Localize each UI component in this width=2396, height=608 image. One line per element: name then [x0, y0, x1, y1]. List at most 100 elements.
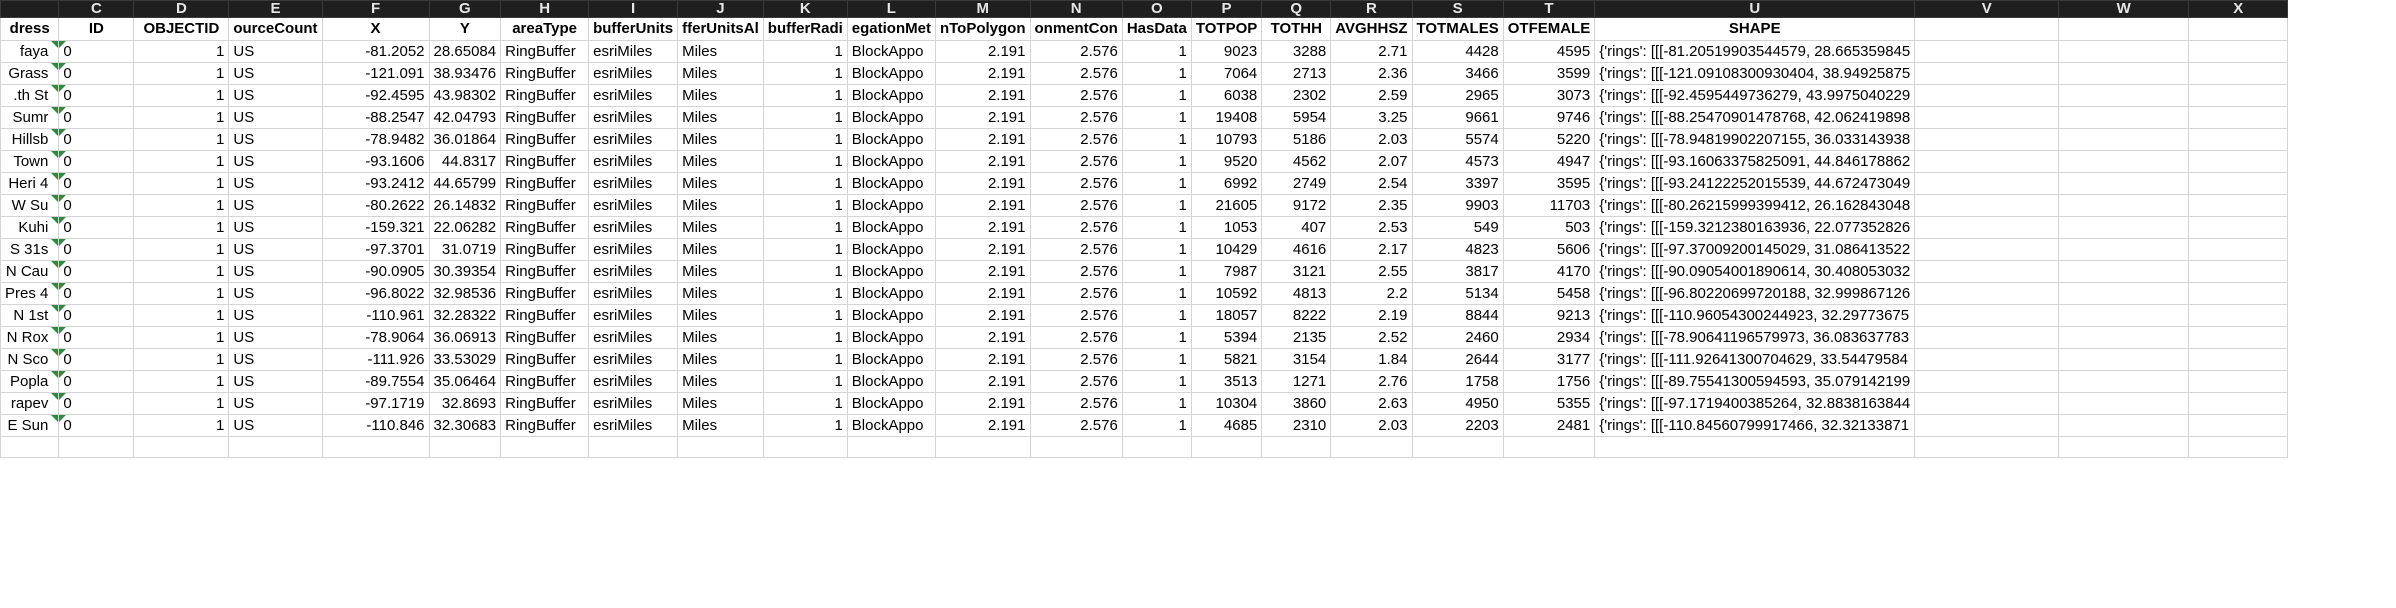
data-cell[interactable]: RingBuffer: [500, 238, 590, 261]
column-letter[interactable]: G: [428, 0, 502, 18]
data-cell[interactable]: 4 Pres: [0, 282, 60, 305]
data-cell[interactable]: 1: [762, 172, 848, 195]
data-cell[interactable]: 2.576: [1029, 282, 1123, 305]
data-cell[interactable]: 3177: [1502, 348, 1596, 371]
data-cell[interactable]: {'rings': [[[-89.75541300594593, 35.0791…: [1594, 370, 1916, 393]
data-cell[interactable]: esriMiles: [588, 326, 679, 349]
empty-cell[interactable]: [1190, 436, 1263, 458]
data-cell[interactable]: S 31s: [0, 238, 60, 261]
data-cell[interactable]: 1: [762, 216, 848, 239]
data-cell[interactable]: -121.091: [321, 62, 430, 85]
data-cell[interactable]: 1: [762, 106, 848, 129]
data-cell[interactable]: esriMiles: [588, 348, 679, 371]
header-cell[interactable]: nToPolygon: [934, 17, 1031, 41]
data-cell[interactable]: 5606: [1502, 238, 1596, 261]
empty-cell[interactable]: [677, 436, 764, 458]
data-cell[interactable]: 0: [58, 84, 135, 107]
data-cell[interactable]: 3860: [1261, 392, 1332, 415]
data-cell[interactable]: 2.576: [1029, 172, 1123, 195]
empty-cell[interactable]: [846, 436, 936, 458]
data-cell[interactable]: 0: [58, 128, 135, 151]
data-cell[interactable]: 1: [1121, 260, 1192, 283]
data-cell[interactable]: 19408: [1190, 106, 1263, 129]
data-cell[interactable]: 8222: [1261, 304, 1332, 327]
empty-cell[interactable]: [588, 436, 679, 458]
data-cell[interactable]: Miles: [677, 172, 764, 195]
column-letter[interactable]: T: [1502, 0, 1596, 18]
data-cell[interactable]: [2188, 84, 2289, 107]
data-cell[interactable]: 2.191: [934, 370, 1031, 393]
data-cell[interactable]: 2.191: [934, 106, 1031, 129]
header-cell[interactable]: bufferUnits: [588, 17, 679, 41]
column-letter[interactable]: Q: [1261, 0, 1332, 18]
data-cell[interactable]: 1: [133, 348, 230, 371]
data-cell[interactable]: BlockAppo: [846, 238, 936, 261]
data-cell[interactable]: US: [228, 128, 323, 151]
data-cell[interactable]: Hillsb: [0, 128, 60, 151]
data-cell[interactable]: 32.30683: [428, 414, 502, 437]
data-cell[interactable]: [1914, 128, 2060, 151]
data-cell[interactable]: 9746: [1502, 106, 1596, 129]
data-cell[interactable]: 2.07: [1330, 150, 1413, 173]
data-cell[interactable]: [2188, 392, 2289, 415]
data-cell[interactable]: US: [228, 150, 323, 173]
column-letter[interactable]: O: [1121, 0, 1192, 18]
data-cell[interactable]: -80.2622: [321, 194, 430, 217]
data-cell[interactable]: 2713: [1261, 62, 1332, 85]
column-letter[interactable]: E: [228, 0, 323, 18]
data-cell[interactable]: 8844: [1411, 304, 1504, 327]
data-cell[interactable]: 1: [133, 304, 230, 327]
data-cell[interactable]: 1: [1121, 370, 1192, 393]
data-cell[interactable]: 10429: [1190, 238, 1263, 261]
data-cell[interactable]: 5355: [1502, 392, 1596, 415]
data-cell[interactable]: Miles: [677, 304, 764, 327]
data-cell[interactable]: [1914, 238, 2060, 261]
data-cell[interactable]: {'rings': [[[-110.84560799917466, 32.321…: [1594, 414, 1916, 437]
data-cell[interactable]: [2188, 260, 2289, 283]
data-cell[interactable]: BlockAppo: [846, 348, 936, 371]
data-cell[interactable]: [2188, 150, 2289, 173]
data-cell[interactable]: US: [228, 414, 323, 437]
data-cell[interactable]: N 1st: [0, 304, 60, 327]
data-cell[interactable]: [2058, 370, 2190, 393]
data-cell[interactable]: [2058, 84, 2190, 107]
header-cell[interactable]: egationMet: [846, 17, 936, 41]
data-cell[interactable]: rapev: [0, 392, 60, 415]
data-cell[interactable]: [1914, 84, 2060, 107]
column-letter[interactable]: I: [588, 0, 679, 18]
data-cell[interactable]: 1: [1121, 40, 1192, 63]
data-cell[interactable]: [1914, 414, 2060, 437]
data-cell[interactable]: RingBuffer: [500, 62, 590, 85]
data-cell[interactable]: [1914, 392, 2060, 415]
data-cell[interactable]: 2.76: [1330, 370, 1413, 393]
data-cell[interactable]: 4428: [1411, 40, 1504, 63]
data-cell[interactable]: 2934: [1502, 326, 1596, 349]
data-cell[interactable]: 1: [133, 370, 230, 393]
column-letter[interactable]: V: [1914, 0, 2060, 18]
data-cell[interactable]: N Cau: [0, 260, 60, 283]
empty-cell[interactable]: [1411, 436, 1504, 458]
data-cell[interactable]: -110.846: [321, 414, 430, 437]
data-cell[interactable]: 2644: [1411, 348, 1504, 371]
data-cell[interactable]: 4562: [1261, 150, 1332, 173]
data-cell[interactable]: 2.576: [1029, 348, 1123, 371]
data-cell[interactable]: 42.04793: [428, 106, 502, 129]
data-cell[interactable]: US: [228, 40, 323, 63]
data-cell[interactable]: US: [228, 348, 323, 371]
data-cell[interactable]: -92.4595: [321, 84, 430, 107]
data-cell[interactable]: 32.98536: [428, 282, 502, 305]
data-cell[interactable]: Miles: [677, 414, 764, 437]
data-cell[interactable]: US: [228, 392, 323, 415]
data-cell[interactable]: 4950: [1411, 392, 1504, 415]
data-cell[interactable]: esriMiles: [588, 370, 679, 393]
data-cell[interactable]: 1: [762, 392, 848, 415]
column-letter[interactable]: U: [1594, 0, 1916, 18]
data-cell[interactable]: 1: [133, 172, 230, 195]
data-cell[interactable]: 36.06913: [428, 326, 502, 349]
data-cell[interactable]: BlockAppo: [846, 172, 936, 195]
column-letter[interactable]: M: [934, 0, 1031, 18]
data-cell[interactable]: -111.926: [321, 348, 430, 371]
data-cell[interactable]: 18057: [1190, 304, 1263, 327]
data-cell[interactable]: BlockAppo: [846, 304, 936, 327]
data-cell[interactable]: [1914, 172, 2060, 195]
